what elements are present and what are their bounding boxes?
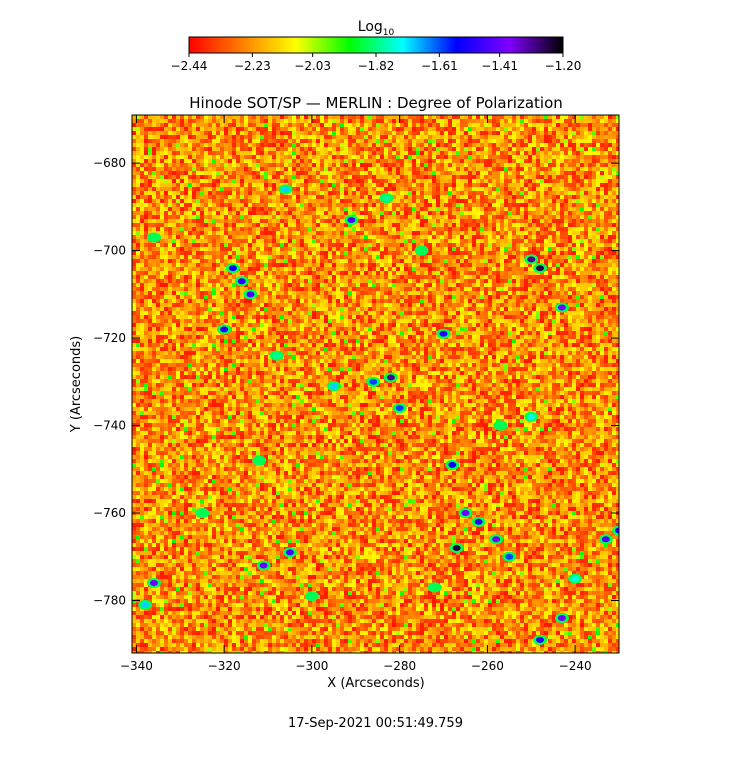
polarization-feature xyxy=(527,256,536,263)
colorbar-tick-label: −2.03 xyxy=(294,59,331,73)
polarization-feature xyxy=(329,383,338,390)
x-tick-label: −260 xyxy=(471,659,504,673)
heatmap xyxy=(132,115,619,653)
colorbar-tick-label: −2.44 xyxy=(171,59,208,73)
plot-area xyxy=(131,114,620,654)
colorbar-tick-label: −1.20 xyxy=(545,59,582,73)
polarization-feature xyxy=(198,510,207,517)
colorbar-bar xyxy=(188,36,564,54)
y-tick-label: −760 xyxy=(93,506,126,520)
plot-frame xyxy=(131,114,620,654)
y-tick-label: −740 xyxy=(93,419,126,433)
colorbar-title: Log10 xyxy=(358,19,395,38)
polarization-feature xyxy=(382,195,391,202)
polarization-feature xyxy=(237,278,246,285)
colorbar-tick-label: −1.61 xyxy=(421,59,458,73)
y-axis-label: Y (Arcseconds) xyxy=(69,336,84,433)
polarization-feature xyxy=(141,601,150,608)
polarization-feature xyxy=(246,291,255,298)
polarization-feature xyxy=(285,549,294,556)
polarization-feature xyxy=(448,461,457,468)
polarization-feature xyxy=(452,545,461,552)
colorbar-title-base: Log xyxy=(358,19,383,35)
colorbar-tick-label: −2.23 xyxy=(234,59,271,73)
timestamp: 17-Sep-2021 00:51:49.759 xyxy=(288,716,463,731)
polarization-feature xyxy=(417,247,426,254)
polarization-feature xyxy=(272,352,281,359)
polarization-feature xyxy=(281,186,290,193)
colorbar-title-sub: 10 xyxy=(383,28,395,38)
polarization-feature xyxy=(474,518,483,525)
polarization-feature xyxy=(369,378,378,385)
polarization-feature xyxy=(307,593,316,600)
polarization-feature xyxy=(439,330,448,337)
polarization-feature xyxy=(505,553,514,560)
polarization-feature xyxy=(395,405,404,412)
x-tick-label: −240 xyxy=(559,659,592,673)
polarization-feature xyxy=(259,562,268,569)
polarization-feature xyxy=(536,636,545,643)
y-tick-label: −680 xyxy=(93,156,126,170)
x-tick-label: −300 xyxy=(295,659,328,673)
polarization-feature xyxy=(571,575,580,582)
polarization-feature xyxy=(347,216,356,223)
y-tick-label: −700 xyxy=(93,244,126,258)
polarization-feature xyxy=(557,615,566,622)
polarization-feature xyxy=(430,584,439,591)
x-axis: −340 −320 −300 −280 −260 −240 xyxy=(120,115,592,673)
x-axis-label: X (Arcseconds) xyxy=(327,676,424,691)
chart-title: Hinode SOT/SP — MERLIN : Degree of Polar… xyxy=(189,94,563,112)
polarization-feature xyxy=(601,536,610,543)
polarization-feature xyxy=(615,527,619,534)
polarization-feature xyxy=(496,422,505,429)
x-tick-label: −340 xyxy=(120,659,153,673)
y-axis: −680 −700 −720 −740 −760 −780 xyxy=(93,156,619,608)
x-tick-label: −320 xyxy=(208,659,241,673)
polarization-feature xyxy=(492,536,501,543)
polarization-feature xyxy=(149,580,158,587)
colorbar-tick-label: −1.41 xyxy=(481,59,518,73)
y-tick-label: −720 xyxy=(93,331,126,345)
polarization-feature xyxy=(461,510,470,517)
polarization-feature xyxy=(220,326,229,333)
colorbar: Log10 −2.44 −2.23 −2.03 −1.82 −1.61 −1.41 −1.2… xyxy=(171,19,582,73)
y-tick-label: −780 xyxy=(93,594,126,608)
polarization-feature xyxy=(149,234,158,241)
polarization-feature xyxy=(557,304,566,311)
colorbar-ticks: −2.44 −2.23 −2.03 −1.82 −1.61 −1.41 −1.20 xyxy=(171,53,582,73)
x-tick-label: −280 xyxy=(383,659,416,673)
polarization-feature xyxy=(386,374,395,381)
polarization-feature xyxy=(255,457,264,464)
heatmap-texture xyxy=(132,115,619,653)
polarization-feature xyxy=(527,413,536,420)
polarization-feature xyxy=(228,265,237,272)
colorbar-tick-label: −1.82 xyxy=(358,59,395,73)
polarization-feature xyxy=(536,265,545,272)
